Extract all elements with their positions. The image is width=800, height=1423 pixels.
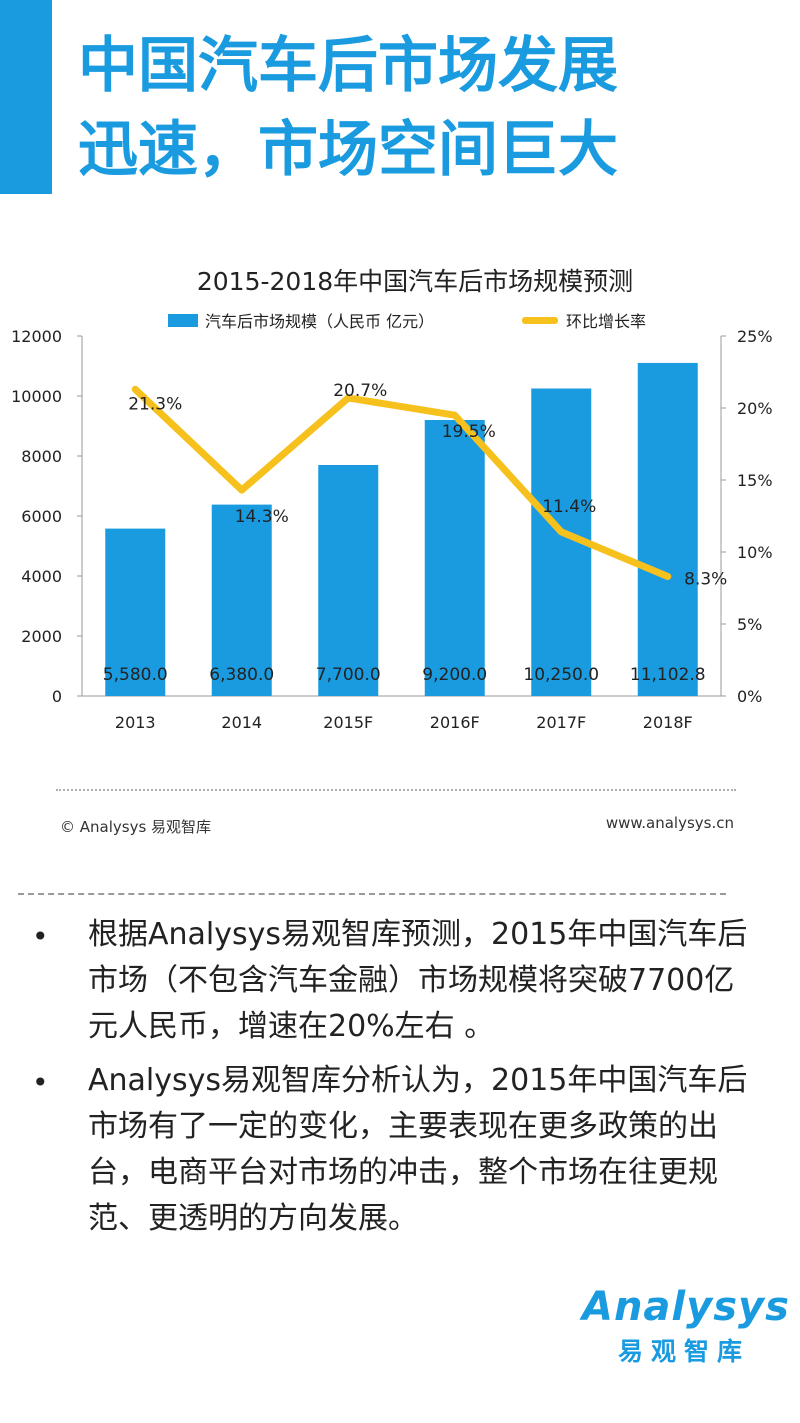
- bullet-text: Analysys易观智库分析认为，2015年中国汽车后市场有了一定的变化，主要表…: [88, 1063, 748, 1236]
- growth-rate-label: 11.4%: [542, 497, 596, 517]
- left-axis-tick-label: 0: [52, 687, 62, 706]
- title-accent-bar: [0, 0, 52, 194]
- left-axis-tick-label: 8000: [21, 447, 62, 466]
- bar-value-label: 10,250.0: [523, 665, 599, 685]
- chart-growth-line: [131, 385, 672, 580]
- bar-value-label: 5,580.0: [103, 665, 168, 685]
- left-axis-tick-label: 10000: [11, 387, 62, 406]
- bar-value-label: 11,102.8: [630, 665, 706, 685]
- chart-bars: [105, 362, 698, 696]
- right-axis-tick-label: 5%: [737, 615, 762, 634]
- bar: [318, 465, 379, 696]
- growth-rate-label: 20.7%: [333, 381, 387, 401]
- legend-label-line: 环比增长率: [566, 312, 646, 331]
- bullet-item: • Analysys易观智库分析认为，2015年中国汽车后市场有了一定的变化，主…: [28, 1058, 748, 1242]
- legend-label-bar: 汽车后市场规模（人民币 亿元）: [205, 312, 434, 331]
- x-axis-tick-label: 2015F: [323, 713, 373, 732]
- section-divider: [18, 893, 726, 895]
- bullet-list: • 根据Analysys易观智库预测，2015年中国汽车后市场（不包含汽车金融）…: [28, 912, 748, 1250]
- right-axis-tick-label: 20%: [737, 399, 773, 418]
- legend-swatch-bar: [168, 314, 198, 327]
- bar: [637, 362, 698, 696]
- growth-rate-label: 14.3%: [235, 507, 289, 527]
- source-credit: © Analysys 易观智库: [60, 818, 212, 836]
- x-axis-tick-label: 2013: [115, 713, 156, 732]
- left-axis-tick-label: 12000: [11, 327, 62, 346]
- source-divider: [56, 789, 736, 791]
- bar-value-label: 7,700.0: [316, 665, 381, 685]
- legend-swatch-line: [522, 317, 558, 324]
- logo-chinese-name: 易观智库: [618, 1337, 751, 1366]
- x-axis-tick-label: 2018F: [643, 713, 693, 732]
- bullet-icon: •: [32, 920, 49, 953]
- growth-rate-label: 19.5%: [442, 422, 496, 442]
- bar-value-label: 9,200.0: [422, 665, 487, 685]
- chart-title: 2015-2018年中国汽车后市场规模预测: [197, 267, 633, 296]
- right-axis-tick-label: 10%: [737, 543, 773, 562]
- growth-rate-label: 8.3%: [684, 569, 727, 589]
- left-axis-tick-label: 2000: [21, 627, 62, 646]
- page-title-line-2: 迅速，市场空间巨大: [78, 115, 618, 185]
- x-axis-tick-label: 2016F: [430, 713, 480, 732]
- bar: [424, 420, 485, 696]
- growth-rate-line: [131, 385, 672, 580]
- chart-data-labels: 5,580.0 6,380.0 7,700.0 9,200.0 10,250.0 11,1…: [103, 381, 728, 685]
- right-axis-tick-label: 0%: [737, 687, 762, 706]
- left-axis-tick-label: 6000: [21, 507, 62, 526]
- x-axis-tick-label: 2017F: [536, 713, 586, 732]
- right-axis-tick-label: 25%: [737, 327, 773, 346]
- chart-axes: 0 2000 4000 6000 8000 10000 12000 0% 5% 10% 15% 20%…: [11, 327, 772, 732]
- source-url: www.analysys.cn: [605, 814, 734, 832]
- bullet-text: 根据Analysys易观智库预测，2015年中国汽车后市场（不包含汽车金融）市场…: [88, 917, 748, 1044]
- left-axis-tick-label: 4000: [21, 567, 62, 586]
- bar-value-label: 6,380.0: [209, 665, 274, 685]
- market-size-chart: 2015-2018年中国汽车后市场规模预测 汽车后市场规模（人民币 亿元） 环比…: [11, 267, 772, 732]
- growth-rate-label: 21.3%: [128, 394, 182, 414]
- right-axis-tick-label: 15%: [737, 471, 773, 490]
- page-title: 中国汽车后市场发展 迅速，市场空间巨大: [78, 24, 778, 192]
- x-axis-tick-label: 2014: [221, 713, 262, 732]
- page-title-line-1: 中国汽车后市场发展: [78, 31, 618, 101]
- analysys-logo: Analysys 易观智库: [582, 1284, 789, 1368]
- bar: [211, 504, 272, 696]
- logo-wordmark: Analysys: [582, 1284, 790, 1330]
- bar: [105, 528, 166, 696]
- bullet-item: • 根据Analysys易观智库预测，2015年中国汽车后市场（不包含汽车金融）…: [28, 912, 748, 1050]
- bullet-icon: •: [32, 1066, 49, 1099]
- chart-legend: 汽车后市场规模（人民币 亿元） 环比增长率: [168, 312, 646, 331]
